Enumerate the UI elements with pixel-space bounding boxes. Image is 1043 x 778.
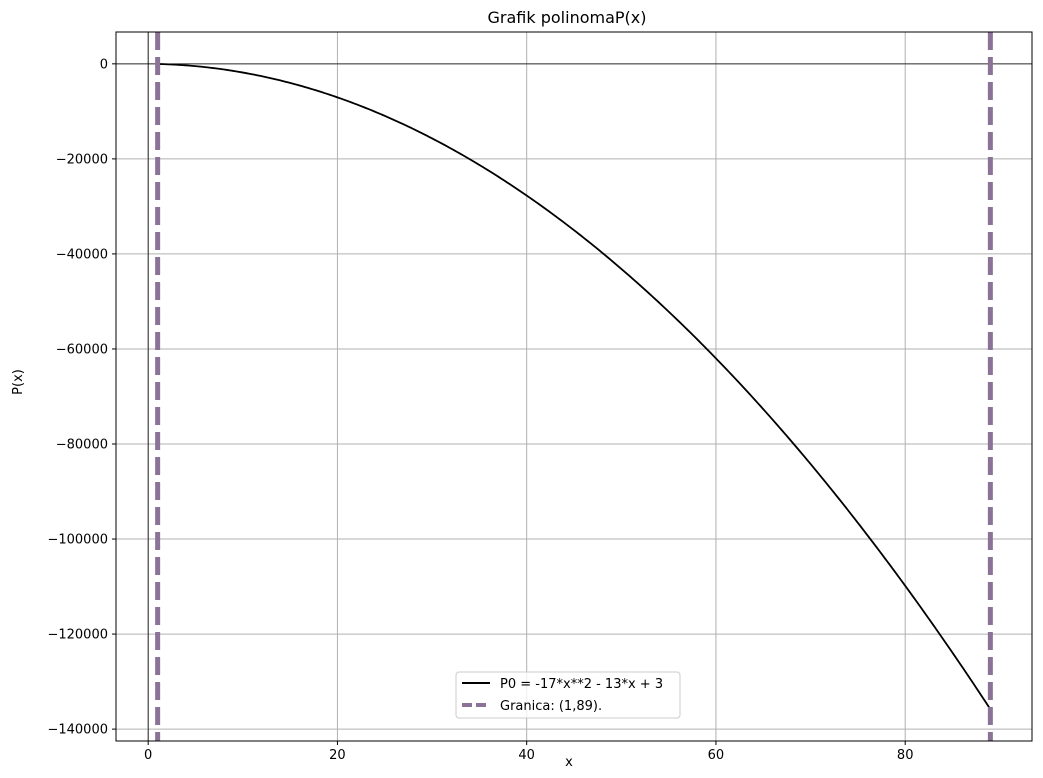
x-tick-label: 20 bbox=[329, 748, 346, 763]
plot-area bbox=[116, 32, 1032, 741]
legend-box bbox=[455, 671, 681, 719]
y-tick-label: −60000 bbox=[56, 342, 108, 357]
y-axis-label: P(x) bbox=[11, 369, 26, 395]
legend-label-boundary: Granica: (1,89). bbox=[500, 699, 602, 714]
y-tick-label: −20000 bbox=[56, 152, 108, 167]
y-tick-label: 0 bbox=[100, 57, 108, 72]
legend: P0 = -17*x**2 - 13*x + 3 Granica: (1,89)… bbox=[455, 671, 681, 719]
x-tick-label: 40 bbox=[518, 748, 535, 763]
series-layer bbox=[157, 63, 992, 710]
ticks: 0 20 40 60 80 0 −20000 −40000 −60000 −80000 −10000… bbox=[47, 57, 913, 763]
plot-frame bbox=[115, 31, 1033, 742]
reference-lines bbox=[116, 32, 1032, 741]
legend-label-polynomial: P0 = -17*x**2 - 13*x + 3 bbox=[500, 677, 663, 692]
x-axis-label: x bbox=[565, 755, 573, 770]
y-tick-label: −120000 bbox=[47, 628, 108, 643]
series-line-polynomial bbox=[157, 63, 992, 710]
x-tick-label: 80 bbox=[897, 748, 914, 763]
y-tick-label: −80000 bbox=[56, 437, 108, 452]
boundary-lines bbox=[155, 32, 993, 741]
x-tick-label: 60 bbox=[708, 748, 725, 763]
y-tick-label: −100000 bbox=[47, 533, 108, 548]
x-tick-label: 0 bbox=[144, 748, 152, 763]
chart-title: Grafik polinomaP(x) bbox=[488, 8, 647, 27]
y-tick-label: −140000 bbox=[47, 723, 108, 738]
y-tick-label: −40000 bbox=[56, 247, 108, 262]
